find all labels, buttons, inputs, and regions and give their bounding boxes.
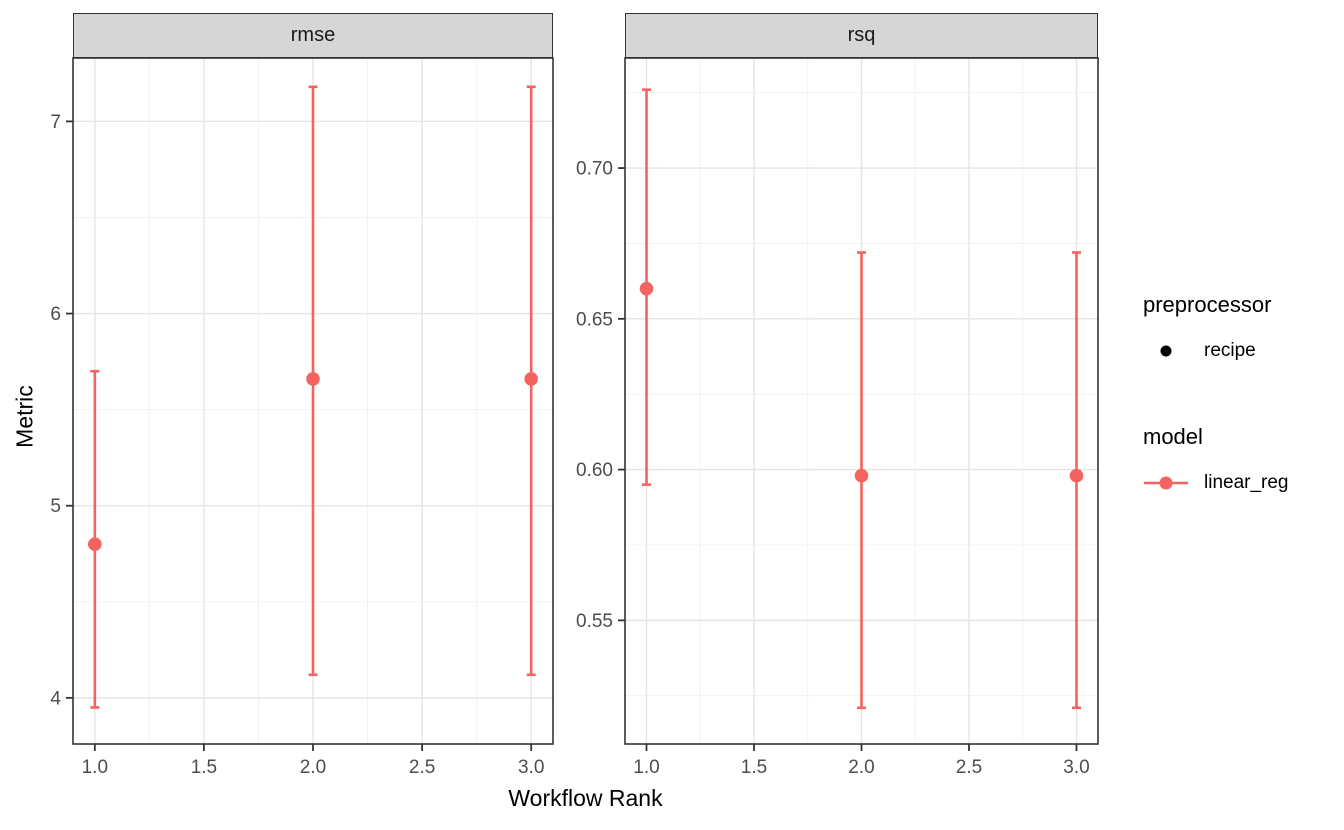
data-point — [639, 281, 654, 296]
x-tick-label: 2.0 — [300, 757, 326, 778]
x-axis-title: Workflow Rank — [508, 785, 663, 811]
data-point — [88, 537, 102, 551]
facet-strip-rmse-label: rmse — [290, 24, 336, 46]
y-tick-label: 7 — [50, 112, 61, 133]
y-tick-label: 0.55 — [576, 611, 613, 632]
x-tick-label: 3.0 — [1063, 757, 1089, 778]
y-tick-label: 0.60 — [576, 460, 613, 481]
legend-group-preprocessor: preprocessor recipe — [1143, 292, 1338, 362]
x-tick-label: 1.5 — [741, 757, 767, 778]
y-tick-label: 0.65 — [576, 309, 613, 330]
data-point — [854, 468, 869, 483]
y-axis-title: Metric — [11, 385, 38, 448]
point-marker-icon — [1160, 345, 1172, 357]
legend-item-recipe: recipe — [1143, 340, 1338, 362]
y-tick-label: 5 — [50, 496, 61, 517]
x-tick-label: 3.0 — [518, 757, 544, 778]
legend-item-recipe-label: recipe — [1204, 340, 1256, 361]
data-point — [306, 372, 320, 386]
legend-title-preprocessor: preprocessor — [1143, 292, 1272, 317]
x-tick-label: 2.0 — [848, 757, 874, 778]
legend-title-model: model — [1143, 424, 1203, 449]
data-point — [1069, 468, 1084, 483]
x-tick-label: 1.0 — [633, 757, 659, 778]
legend-group-model: model linear_reg — [1143, 424, 1338, 494]
data-point — [524, 372, 538, 386]
y-tick-label: 4 — [50, 688, 61, 709]
y-tick-label: 0.70 — [576, 159, 613, 180]
y-tick-label: 6 — [50, 304, 61, 325]
point-line-marker-icon — [1144, 476, 1188, 490]
legend: preprocessor recipe model linear_reg — [1143, 292, 1338, 494]
x-tick-label: 1.0 — [82, 757, 108, 778]
legend-item-linear-reg: linear_reg — [1143, 472, 1338, 494]
facet-strip-rmse: rmse — [73, 13, 553, 58]
x-tick-label: 2.5 — [956, 757, 982, 778]
x-tick-label: 1.5 — [191, 757, 217, 778]
facet-strip-rsq: rsq — [625, 13, 1098, 58]
legend-item-linear-reg-label: linear_reg — [1204, 472, 1289, 493]
facet-strip-rsq-label: rsq — [847, 24, 876, 46]
x-tick-label: 2.5 — [409, 757, 435, 778]
